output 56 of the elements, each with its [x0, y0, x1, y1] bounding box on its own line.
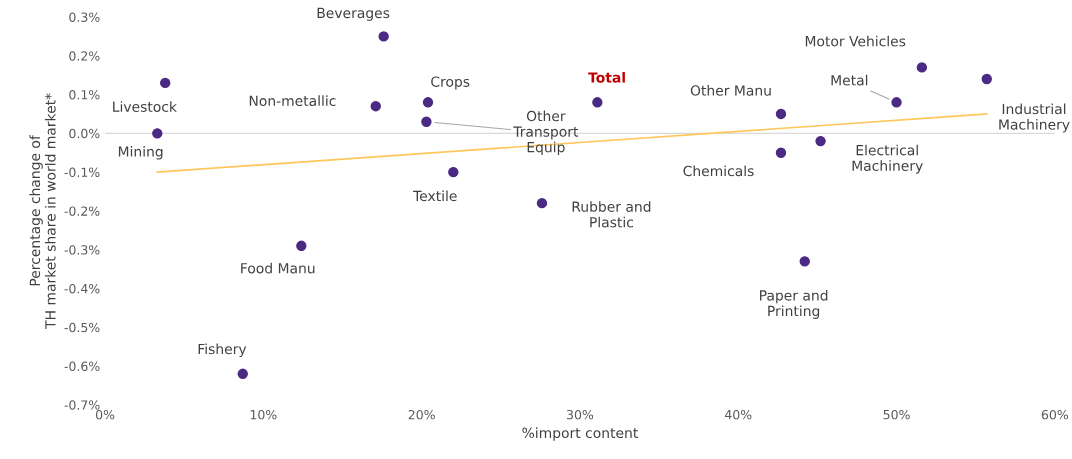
- point: [237, 368, 248, 380]
- annotation: Industrial Machinery: [999, 103, 1070, 133]
- point: [370, 100, 381, 112]
- y-tick-label: 0.3%: [69, 12, 100, 22]
- point: [422, 97, 434, 108]
- x-tick-label: 40%: [724, 409, 752, 420]
- annotation: Livestock: [113, 101, 177, 112]
- annotation: Other Manu: [690, 85, 771, 96]
- y-tick-label: -0.6%: [64, 361, 100, 371]
- x-axis-title: %import content: [522, 427, 638, 441]
- annotation: Total: [588, 71, 625, 83]
- point: [815, 135, 826, 147]
- annotation: Rubber and Plastic: [572, 201, 651, 228]
- point: [981, 73, 992, 85]
- annotation: Food Manu: [241, 262, 315, 274]
- point: [296, 240, 307, 252]
- y-tick-label: -0.7%: [64, 400, 100, 410]
- y-tick-label: 0.2%: [69, 51, 100, 61]
- annotation: Crops: [431, 76, 470, 90]
- y-axis-title: Percentage change of TH market share in world market*: [29, 93, 56, 329]
- y-tick-label: -0.3%: [64, 245, 100, 255]
- point: [536, 197, 548, 209]
- y-tick-label: -0.1%: [64, 167, 100, 178]
- point: [448, 166, 459, 178]
- annotation: Fishery: [198, 343, 247, 357]
- annotation: Chemicals: [683, 165, 754, 177]
- y-tick-label: -0.4%: [64, 283, 100, 294]
- annotation: Other Transport Equip: [513, 110, 579, 156]
- point: [378, 31, 389, 42]
- x-tick-label: 10%: [250, 409, 277, 420]
- point: [916, 62, 928, 73]
- point: [775, 108, 787, 120]
- point: [891, 97, 902, 108]
- annotation: Mining: [118, 146, 163, 160]
- x-tick-label: 30%: [567, 409, 594, 420]
- x-tick-label: 60%: [1041, 409, 1069, 420]
- point: [160, 77, 171, 89]
- y-tick-label: 0.0%: [69, 128, 100, 139]
- annotation: Beverages: [317, 7, 390, 21]
- x-tick-label: 0%: [95, 409, 115, 420]
- x-tick-label: 50%: [883, 409, 910, 420]
- annotation: Motor Vehicles: [805, 35, 906, 47]
- point: [775, 147, 787, 158]
- point: [152, 128, 163, 139]
- point: [799, 256, 810, 267]
- annotation: Metal: [831, 74, 868, 86]
- annotation: Paper and Printing: [760, 289, 828, 319]
- y-tick-label: -0.5%: [64, 322, 100, 333]
- point: [592, 97, 603, 108]
- y-tick-label: 0.1%: [69, 90, 100, 100]
- y-tick-label: -0.2%: [64, 206, 100, 216]
- annotation: Non-metallic: [249, 95, 336, 107]
- annotation: Textile: [413, 190, 457, 202]
- point: [421, 116, 432, 127]
- annotation: Electrical Machinery: [852, 144, 923, 174]
- x-tick-label: 20%: [408, 409, 435, 420]
